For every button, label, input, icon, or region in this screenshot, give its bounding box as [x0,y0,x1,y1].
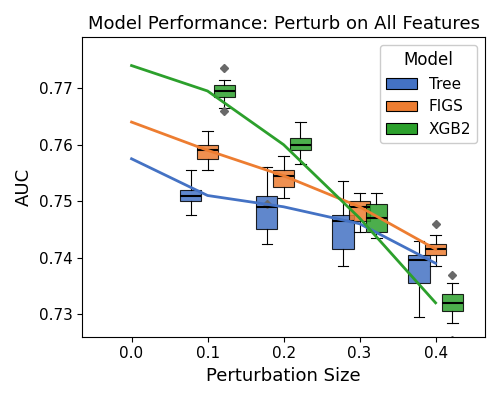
PathPatch shape [332,215,353,249]
X-axis label: Perturbation Size: Perturbation Size [206,367,361,385]
PathPatch shape [180,190,202,201]
Y-axis label: AUC: AUC [15,168,33,206]
PathPatch shape [214,85,235,97]
PathPatch shape [366,204,387,232]
PathPatch shape [425,244,446,255]
Title: Model Performance: Perturb on All Features: Model Performance: Perturb on All Featur… [88,15,480,33]
PathPatch shape [408,255,430,283]
PathPatch shape [349,201,370,221]
PathPatch shape [256,196,278,229]
PathPatch shape [197,145,218,159]
PathPatch shape [290,138,311,150]
PathPatch shape [442,294,463,311]
PathPatch shape [273,170,294,187]
Legend: Tree, FIGS, XGB2: Tree, FIGS, XGB2 [380,45,478,143]
